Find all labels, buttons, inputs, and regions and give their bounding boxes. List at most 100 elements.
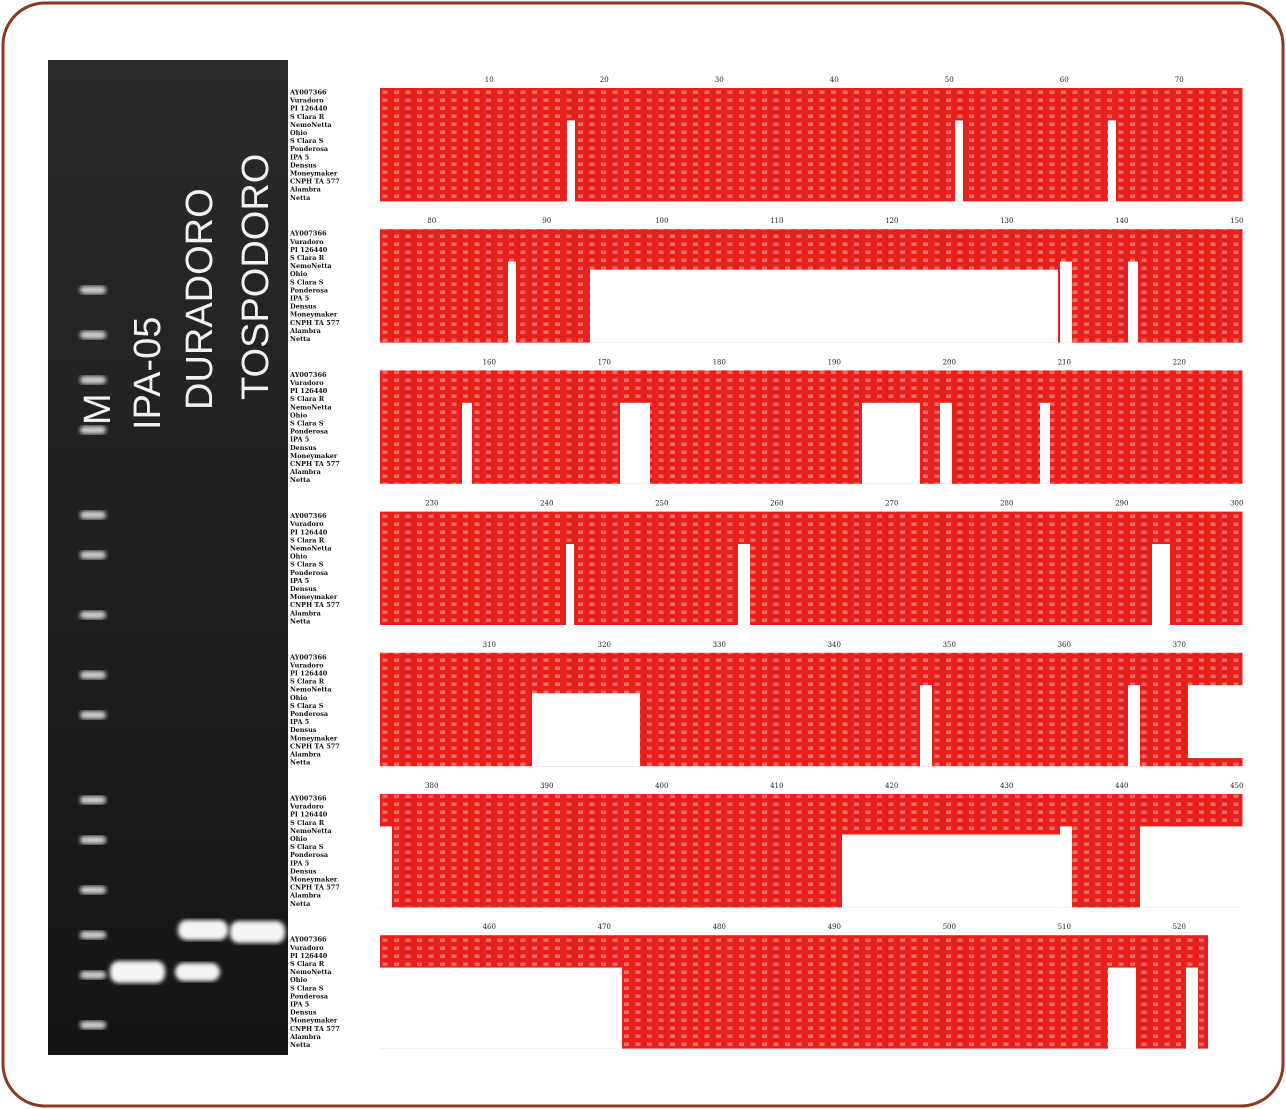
gap bbox=[1060, 262, 1072, 343]
sample-name: Densus bbox=[290, 726, 317, 734]
sample-name: IPA 5 bbox=[290, 1000, 310, 1008]
sample-name: S Clara S bbox=[290, 561, 324, 569]
position-number: 70 bbox=[1175, 76, 1184, 84]
sample-name: Ponderosa bbox=[290, 286, 329, 294]
position-number: 280 bbox=[1000, 500, 1013, 508]
sample-name: IPA 5 bbox=[290, 294, 310, 302]
sample-name: PI 126440 bbox=[290, 387, 328, 395]
gap bbox=[1040, 403, 1050, 484]
sequence-letters bbox=[380, 653, 1243, 766]
position-number: 240 bbox=[540, 500, 553, 508]
position-number: 170 bbox=[598, 358, 611, 366]
gap bbox=[1108, 120, 1116, 201]
sample-name: Netta bbox=[290, 900, 311, 908]
gap bbox=[620, 403, 650, 484]
position-number: 220 bbox=[1173, 358, 1186, 366]
sample-name: Ohio bbox=[290, 976, 308, 984]
sample-name: Densus bbox=[290, 303, 317, 311]
position-number: 150 bbox=[1230, 217, 1243, 225]
gap bbox=[842, 835, 1062, 908]
marker-band bbox=[80, 971, 106, 979]
sample-name: NemoNetta bbox=[290, 403, 332, 411]
gap bbox=[1128, 685, 1140, 766]
gap bbox=[380, 826, 392, 907]
lane-label: M bbox=[77, 393, 119, 425]
gap bbox=[380, 968, 622, 1049]
dna-band bbox=[110, 961, 165, 983]
sample-name: Densus bbox=[290, 867, 317, 875]
position-number: 470 bbox=[598, 923, 611, 931]
sample-name: Netta bbox=[290, 1041, 311, 1049]
sample-name: IPA 5 bbox=[290, 859, 310, 867]
sample-name: AY007366 bbox=[289, 936, 327, 944]
gap bbox=[1152, 544, 1170, 625]
gap bbox=[462, 403, 472, 484]
marker-band bbox=[80, 331, 106, 339]
position-number: 180 bbox=[713, 358, 726, 366]
sample-name: S Clara R bbox=[290, 254, 325, 262]
position-number: 380 bbox=[425, 782, 438, 790]
sample-name: Alambra bbox=[289, 327, 322, 335]
position-number: 120 bbox=[885, 217, 898, 225]
position-number: 350 bbox=[943, 641, 956, 649]
position-number: 290 bbox=[1115, 500, 1128, 508]
marker-band bbox=[80, 426, 106, 434]
sequence-letters bbox=[380, 512, 1243, 625]
marker-band bbox=[80, 931, 106, 939]
alignment-block: 10203040506070AY007366VuradoroPI 126440S… bbox=[289, 76, 1243, 202]
sample-name: Alambra bbox=[289, 609, 322, 617]
sequence-letters bbox=[380, 794, 1243, 907]
marker-band bbox=[80, 551, 106, 559]
lane-label: IPA-05 bbox=[127, 317, 169, 430]
sample-name: Vuradoro bbox=[289, 97, 324, 105]
position-number: 110 bbox=[770, 217, 783, 225]
sample-name: Alambra bbox=[289, 892, 322, 900]
gap bbox=[738, 544, 750, 625]
gap bbox=[920, 685, 932, 766]
sample-name: S Clara R bbox=[290, 819, 325, 827]
sample-name: NemoNetta bbox=[290, 827, 332, 835]
sample-name: AY007366 bbox=[289, 794, 327, 802]
alignment-block: 8090100110120130140150AY007366VuradoroPI… bbox=[289, 217, 1243, 343]
position-number: 20 bbox=[600, 76, 609, 84]
sample-name: Ponderosa bbox=[290, 851, 329, 859]
sample-name: Alambra bbox=[289, 1033, 322, 1041]
position-number: 460 bbox=[483, 923, 496, 931]
position-number: 190 bbox=[828, 358, 841, 366]
sample-name: Vuradoro bbox=[289, 238, 324, 246]
sample-name: CNPH TA 577 bbox=[290, 884, 340, 892]
sample-name: Netta bbox=[290, 335, 311, 343]
position-number: 360 bbox=[1058, 641, 1071, 649]
position-number: 510 bbox=[1058, 923, 1071, 931]
position-number: 80 bbox=[427, 217, 436, 225]
sample-name: Ponderosa bbox=[290, 145, 329, 153]
position-number: 520 bbox=[1173, 923, 1186, 931]
position-number: 210 bbox=[1058, 358, 1071, 366]
sample-name: IPA 5 bbox=[290, 718, 310, 726]
position-number: 480 bbox=[713, 923, 726, 931]
gap bbox=[940, 403, 952, 484]
position-number: 320 bbox=[598, 641, 611, 649]
position-number: 370 bbox=[1173, 641, 1186, 649]
position-number: 390 bbox=[540, 782, 553, 790]
sample-name: Moneymaker bbox=[290, 875, 338, 883]
position-number: 340 bbox=[828, 641, 841, 649]
marker-band bbox=[80, 376, 106, 384]
position-number: 250 bbox=[655, 500, 668, 508]
position-number: 270 bbox=[885, 500, 898, 508]
sample-name: Alambra bbox=[289, 468, 322, 476]
sample-name: CNPH TA 577 bbox=[290, 319, 340, 327]
sample-name: Ponderosa bbox=[290, 710, 329, 718]
position-number: 430 bbox=[1000, 782, 1013, 790]
sample-name: Moneymaker bbox=[290, 169, 338, 177]
position-number: 230 bbox=[425, 500, 438, 508]
sample-name: NemoNetta bbox=[290, 686, 332, 694]
sample-name: NemoNetta bbox=[290, 544, 332, 552]
marker-band bbox=[80, 1021, 106, 1029]
marker-band bbox=[80, 511, 106, 519]
sample-name: CNPH TA 577 bbox=[290, 1025, 340, 1033]
sample-name: Ohio bbox=[290, 553, 308, 561]
